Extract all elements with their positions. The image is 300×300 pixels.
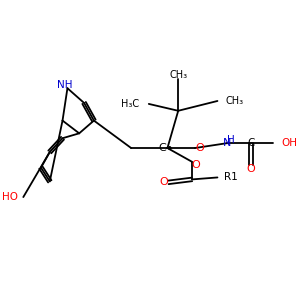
Text: OH: OH bbox=[281, 138, 297, 148]
Text: •: • bbox=[165, 142, 172, 155]
Text: H₃C: H₃C bbox=[121, 99, 139, 109]
Text: C: C bbox=[159, 143, 167, 153]
Text: CH₃: CH₃ bbox=[225, 96, 243, 106]
Text: N: N bbox=[223, 138, 231, 148]
Text: O: O bbox=[246, 164, 255, 174]
Text: O: O bbox=[195, 143, 204, 153]
Text: H: H bbox=[227, 135, 235, 145]
Text: O: O bbox=[159, 177, 168, 188]
Text: C: C bbox=[247, 138, 254, 148]
Text: R1: R1 bbox=[224, 172, 238, 182]
Text: O: O bbox=[191, 160, 200, 170]
Text: CH₃: CH₃ bbox=[169, 70, 187, 80]
Text: HO: HO bbox=[2, 192, 18, 202]
Text: NH: NH bbox=[57, 80, 72, 90]
